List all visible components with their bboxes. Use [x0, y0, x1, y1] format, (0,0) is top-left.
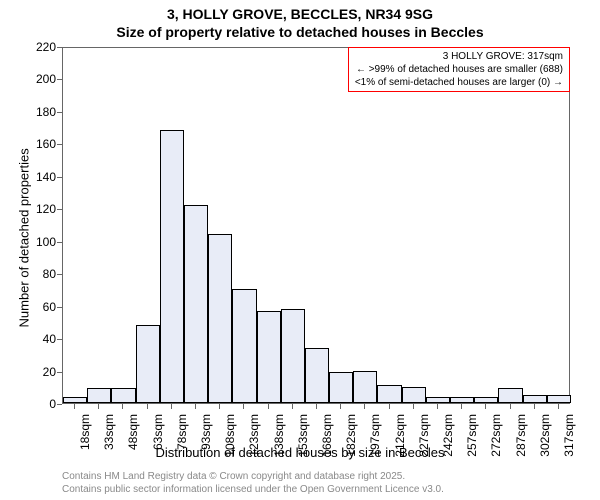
ytick-mark: [57, 242, 62, 243]
bar: [353, 371, 377, 403]
bar: [87, 388, 111, 403]
xtick-mark: [413, 404, 414, 409]
bar: [111, 388, 135, 403]
annotation-line3: <1% of semi-detached houses are larger (…: [355, 76, 563, 89]
xtick-mark: [437, 404, 438, 409]
ytick-label: 140: [36, 170, 56, 184]
xtick-mark: [268, 404, 269, 409]
bar: [547, 395, 571, 403]
ytick-mark: [57, 112, 62, 113]
annotation-box: 3 HOLLY GROVE: 317sqm ← >99% of detached…: [348, 47, 570, 92]
bar: [523, 395, 547, 403]
chart-title-line1: 3, HOLLY GROVE, BECCLES, NR34 9SG: [0, 6, 600, 22]
xtick-mark: [74, 404, 75, 409]
xtick-mark: [292, 404, 293, 409]
bar: [474, 397, 498, 403]
ytick-mark: [57, 144, 62, 145]
bar: [208, 234, 232, 403]
ytick-label: 20: [43, 365, 56, 379]
bars-group: [63, 48, 569, 403]
bar: [63, 397, 87, 403]
xtick-mark: [219, 404, 220, 409]
plot-area: [62, 47, 570, 404]
ytick-label: 180: [36, 105, 56, 119]
xtick-mark: [364, 404, 365, 409]
bar: [498, 388, 522, 403]
bar: [184, 205, 208, 403]
bar: [305, 348, 329, 403]
ytick-label: 0: [49, 397, 56, 411]
xtick-mark: [389, 404, 390, 409]
bar: [402, 387, 426, 403]
footer-line1: Contains HM Land Registry data © Crown c…: [62, 471, 444, 484]
ytick-label: 100: [36, 235, 56, 249]
bar: [377, 385, 401, 403]
ytick-mark: [57, 307, 62, 308]
ytick-mark: [57, 47, 62, 48]
xtick-mark: [147, 404, 148, 409]
annotation-line1: 3 HOLLY GROVE: 317sqm: [355, 50, 563, 63]
ytick-mark: [57, 372, 62, 373]
ytick-mark: [57, 274, 62, 275]
xtick-mark: [122, 404, 123, 409]
footer-attribution: Contains HM Land Registry data © Crown c…: [62, 471, 444, 496]
xtick-mark: [243, 404, 244, 409]
property-size-chart: 3, HOLLY GROVE, BECCLES, NR34 9SG Size o…: [0, 0, 600, 500]
ytick-mark: [57, 209, 62, 210]
annotation-line2: ← >99% of detached houses are smaller (6…: [355, 63, 563, 76]
xtick-mark: [195, 404, 196, 409]
xtick-mark: [98, 404, 99, 409]
bar: [426, 397, 450, 403]
xtick-mark: [558, 404, 559, 409]
y-axis-label: Number of detached properties: [17, 148, 32, 327]
ytick-mark: [57, 177, 62, 178]
xtick-mark: [510, 404, 511, 409]
bar: [329, 372, 353, 403]
bar: [160, 130, 184, 403]
bar: [232, 289, 256, 403]
ytick-label: 200: [36, 72, 56, 86]
chart-title-line2: Size of property relative to detached ho…: [0, 24, 600, 40]
bar: [281, 309, 305, 403]
ytick-label: 80: [43, 267, 56, 281]
bar: [257, 311, 281, 403]
xtick-mark: [534, 404, 535, 409]
ytick-mark: [57, 404, 62, 405]
bar: [136, 325, 160, 403]
xtick-mark: [461, 404, 462, 409]
xtick-mark: [316, 404, 317, 409]
ytick-mark: [57, 339, 62, 340]
xtick-mark: [340, 404, 341, 409]
xtick-mark: [171, 404, 172, 409]
xtick-mark: [485, 404, 486, 409]
ytick-label: 120: [36, 202, 56, 216]
bar: [450, 397, 474, 403]
footer-line2: Contains public sector information licen…: [62, 484, 444, 497]
ytick-label: 220: [36, 40, 56, 54]
x-axis-label: Distribution of detached houses by size …: [0, 445, 600, 460]
ytick-label: 40: [43, 332, 56, 346]
ytick-label: 60: [43, 300, 56, 314]
ytick-label: 160: [36, 137, 56, 151]
ytick-mark: [57, 79, 62, 80]
